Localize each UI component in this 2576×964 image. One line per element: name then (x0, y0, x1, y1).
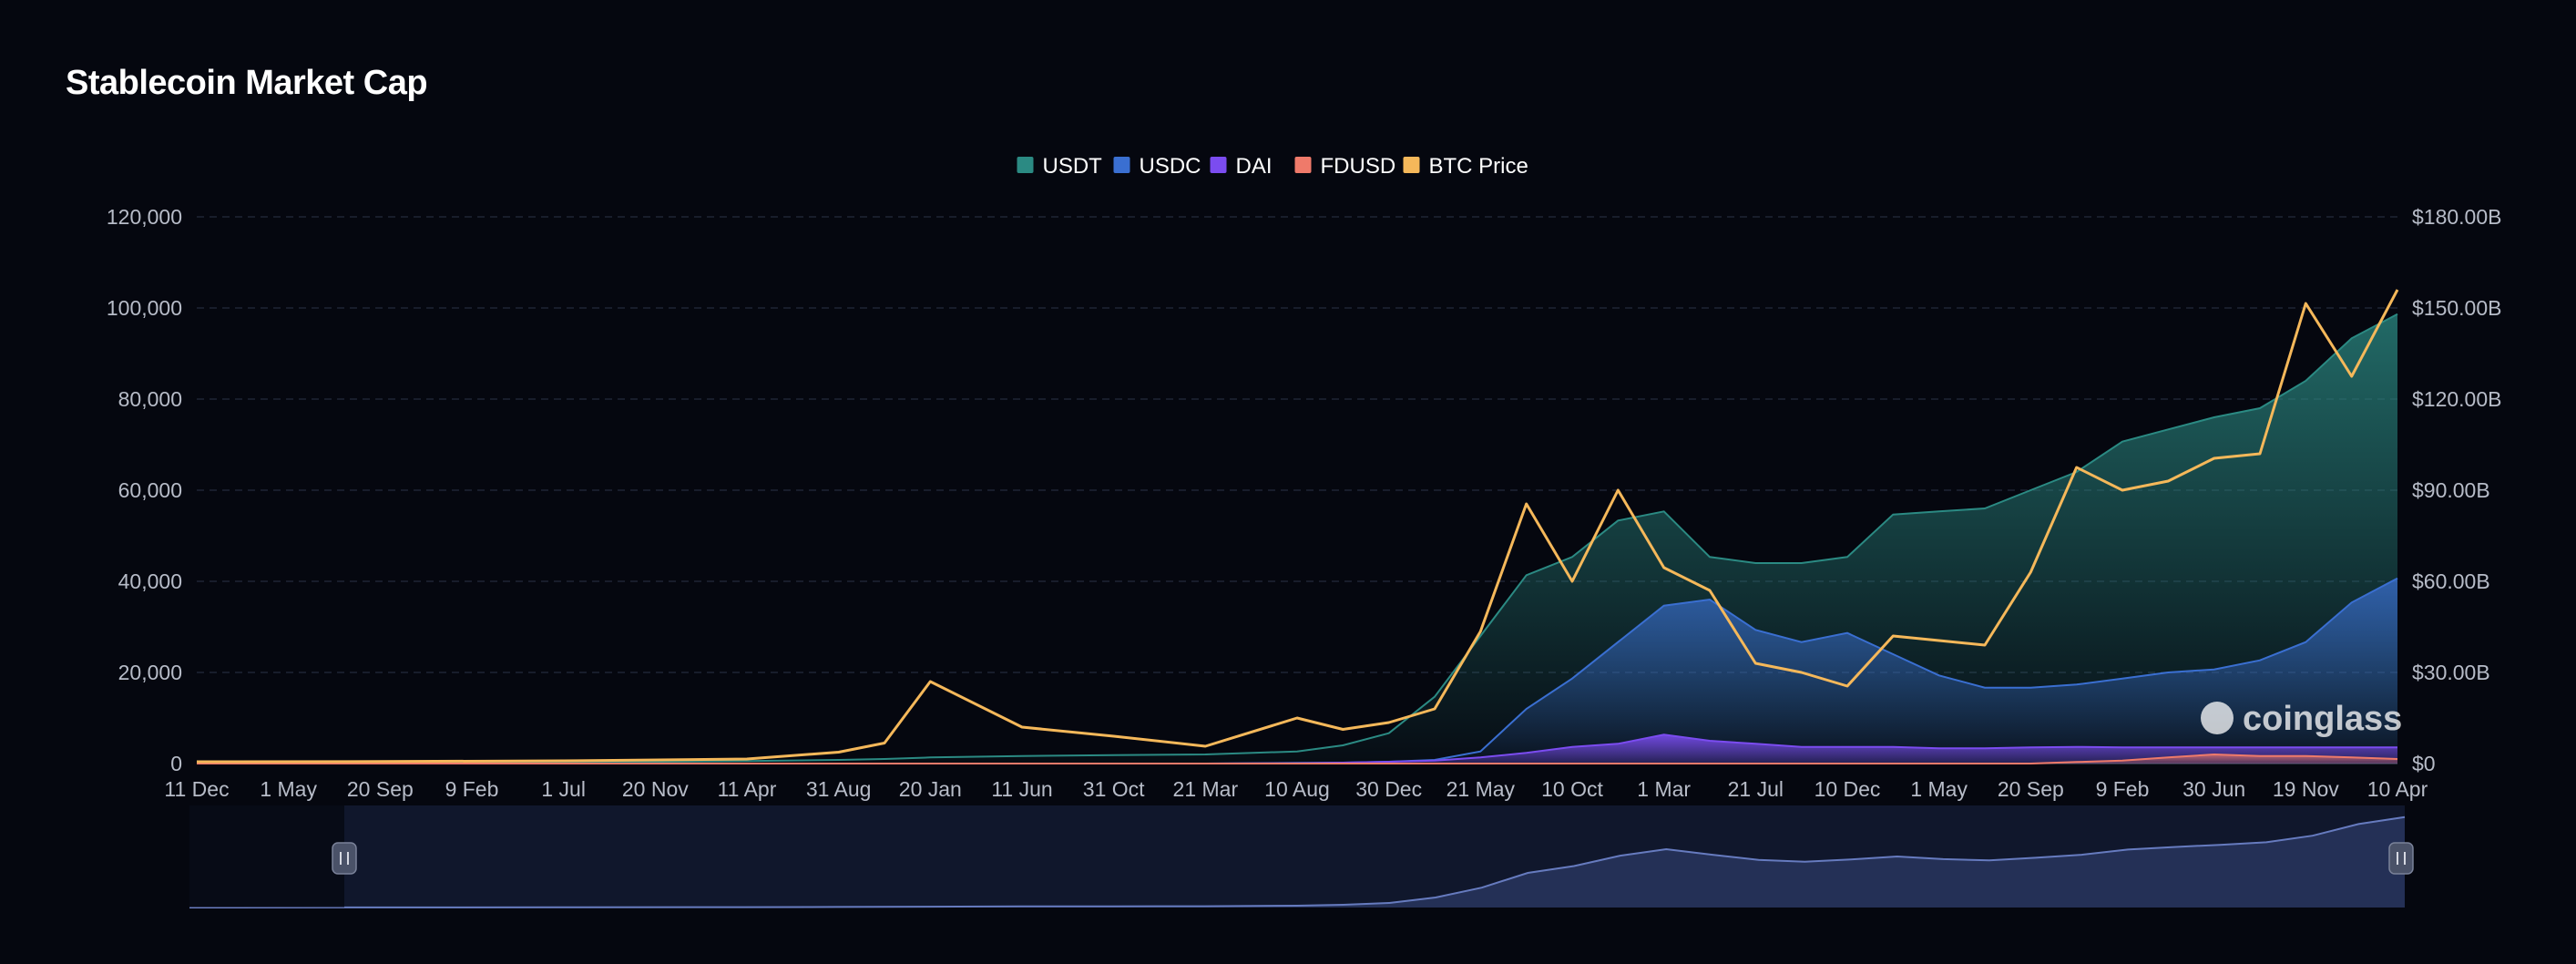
y-right-tick-label: $90.00B (2412, 478, 2490, 502)
fdusd-line (197, 753, 2398, 764)
navigator-area (189, 816, 2405, 908)
x-tick-label: 1 Mar (1637, 777, 1691, 801)
x-tick-label: 1 Jul (541, 777, 586, 801)
y-right-tick-label: $120.00B (2412, 387, 2501, 411)
handle-grip (2388, 842, 2414, 875)
y-left-tick-label: 100,000 (107, 296, 182, 320)
x-tick-label: 20 Sep (1998, 777, 2064, 801)
legend-item-btc-price[interactable]: BTC Price (1403, 154, 1528, 179)
x-tick-label: 11 Dec (164, 777, 229, 801)
x-tick-label: 19 Nov (2273, 777, 2339, 801)
x-tick-label: 31 Aug (806, 777, 872, 801)
legend-item-dai[interactable]: DAI (1210, 154, 1273, 179)
y-right-tick-label: $180.00B (2412, 205, 2501, 229)
x-tick-label: 11 Apr (718, 777, 777, 801)
legend-swatch (1294, 157, 1312, 173)
series-layer (196, 289, 2399, 764)
legend-label: USDC (1140, 154, 1201, 179)
page-title: Stablecoin Market Cap (66, 64, 428, 102)
x-tick-label: 20 Jan (899, 777, 962, 801)
watermark-text: coinglass (2243, 700, 2402, 738)
x-tick-label: 11 Jun (991, 777, 1052, 801)
btc-price-line (196, 289, 2399, 764)
x-tick-label: 10 Oct (1541, 777, 1603, 801)
x-tick-label: 20 Sep (347, 777, 414, 801)
y-left-tick-label: 20,000 (118, 661, 182, 684)
usdt-line (196, 313, 2398, 764)
x-tick-label: 9 Feb (2096, 777, 2150, 801)
range-navigator[interactable] (189, 805, 2414, 908)
x-tick-label: 10 Dec (1814, 777, 1881, 801)
legend-item-fdusd[interactable]: FDUSD (1294, 154, 1396, 179)
legend: USDT USDC DAI FDUSD BTC Price (1017, 154, 1528, 179)
dai-area (197, 734, 2397, 764)
navigator-handle-right[interactable] (2388, 842, 2414, 875)
legend-swatch (1017, 157, 1034, 173)
axis-labels: 120,000 $180.00B 100,000 $150.00B 80,000 $120… (107, 205, 2502, 801)
x-tick-label: 21 Jul (1728, 777, 1784, 801)
y-right-tick-label: $60.00B (2412, 569, 2490, 593)
x-tick-label: 30 Dec (1355, 777, 1422, 801)
x-tick-label: 30 Jun (2182, 777, 2245, 801)
y-left-tick-label: 40,000 (118, 569, 182, 593)
y-right-tick-label: $150.00B (2412, 296, 2501, 320)
y-left-tick-label: 80,000 (118, 387, 182, 411)
x-tick-label: 31 Oct (1083, 777, 1145, 801)
legend-label: DAI (1236, 154, 1273, 179)
legend-label: FDUSD (1321, 154, 1396, 179)
legend-swatch (1113, 157, 1130, 173)
legend-item-usdt[interactable]: USDT (1017, 154, 1103, 179)
legend-swatch (1210, 157, 1227, 173)
navigator-line (189, 815, 2406, 908)
x-tick-label: 9 Feb (445, 777, 499, 801)
legend-item-usdc[interactable]: USDC (1113, 154, 1201, 179)
y-right-tick-label: $0 (2412, 752, 2436, 775)
x-tick-label: 21 Mar (1173, 777, 1239, 801)
coinglass-logo-icon (2201, 702, 2234, 734)
navigator-handle-left[interactable] (332, 842, 357, 875)
legend-label: USDT (1043, 154, 1103, 179)
y-right-tick-label: $30.00B (2412, 661, 2490, 684)
fdusd-area (197, 754, 2397, 764)
navigator-selection (344, 805, 2405, 908)
y-left-tick-label: 0 (170, 752, 182, 775)
x-tick-label: 21 May (1446, 777, 1516, 801)
x-tick-label: 1 May (1910, 777, 1968, 801)
x-tick-label: 10 Apr (2367, 777, 2428, 801)
watermark: coinglass (2201, 700, 2402, 738)
navigator-unselected (189, 805, 344, 908)
x-tick-label: 20 Nov (622, 777, 689, 801)
handle-grip (332, 842, 357, 875)
y-left-tick-label: 60,000 (118, 478, 182, 502)
y-left-tick-label: 120,000 (107, 205, 182, 229)
x-tick-label: 1 May (260, 777, 317, 801)
legend-swatch (1403, 157, 1420, 173)
legend-label: BTC Price (1429, 154, 1528, 179)
x-tick-label: 10 Aug (1264, 777, 1330, 801)
usdc-area (197, 578, 2397, 764)
